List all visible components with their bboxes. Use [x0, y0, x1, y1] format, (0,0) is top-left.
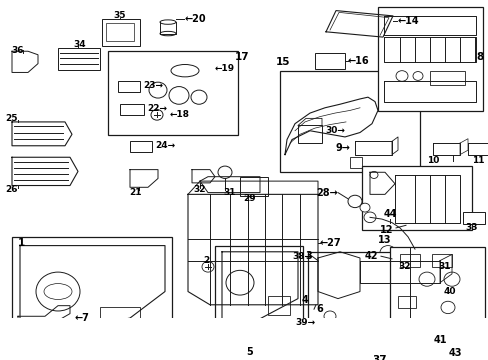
Bar — [307, 252, 457, 358]
Bar — [120, 104, 143, 115]
Text: 11: 11 — [471, 156, 483, 165]
Text: ←19: ←19 — [215, 64, 235, 73]
Text: 37: 37 — [372, 355, 386, 360]
Bar — [314, 53, 345, 69]
Text: 35: 35 — [114, 12, 126, 21]
Circle shape — [242, 333, 258, 347]
Text: 34: 34 — [74, 40, 86, 49]
Bar — [429, 71, 464, 85]
Bar — [102, 19, 140, 46]
Text: 2: 2 — [203, 256, 209, 265]
Text: 25: 25 — [6, 114, 18, 123]
Text: 3: 3 — [305, 251, 311, 261]
Text: 41: 41 — [432, 335, 446, 345]
Text: 13: 13 — [378, 235, 391, 245]
Text: 38→: 38→ — [291, 252, 311, 261]
Circle shape — [151, 109, 163, 120]
Circle shape — [191, 90, 206, 104]
Circle shape — [36, 272, 80, 311]
Text: ←27: ←27 — [319, 238, 341, 248]
Circle shape — [169, 86, 189, 104]
Text: 30→: 30→ — [325, 126, 344, 135]
Bar — [118, 81, 140, 92]
Text: ←18: ←18 — [170, 111, 190, 120]
Text: 28→: 28→ — [316, 188, 337, 198]
Circle shape — [369, 171, 377, 179]
Text: 26: 26 — [6, 185, 18, 194]
Bar — [106, 23, 134, 41]
Circle shape — [202, 261, 214, 272]
Circle shape — [363, 212, 375, 222]
Text: 21: 21 — [128, 188, 141, 197]
Bar — [399, 255, 419, 267]
Text: 31: 31 — [438, 262, 450, 271]
Text: 43: 43 — [447, 348, 461, 358]
Text: ←20: ←20 — [184, 14, 206, 24]
Bar — [431, 255, 451, 267]
Bar — [108, 51, 238, 135]
Bar — [280, 71, 419, 172]
Text: ←14: ←14 — [397, 16, 419, 26]
Text: 12: 12 — [380, 225, 393, 235]
Circle shape — [312, 324, 323, 333]
Bar — [215, 246, 303, 329]
Circle shape — [440, 301, 454, 314]
Circle shape — [218, 166, 231, 179]
Bar — [397, 296, 415, 308]
Text: 39→: 39→ — [294, 318, 314, 327]
Text: 10: 10 — [426, 156, 438, 165]
Circle shape — [359, 203, 369, 212]
Ellipse shape — [44, 284, 72, 300]
Text: ←16: ←16 — [347, 56, 369, 66]
Bar — [12, 237, 172, 341]
Bar — [58, 48, 100, 70]
Text: 17: 17 — [235, 53, 249, 62]
Text: 24→: 24→ — [155, 141, 175, 150]
Bar — [297, 125, 321, 143]
Text: 29: 29 — [243, 194, 256, 203]
Text: 1: 1 — [18, 238, 25, 248]
Circle shape — [324, 311, 335, 321]
Text: ←7: ←7 — [75, 313, 90, 323]
Text: 15: 15 — [275, 57, 290, 67]
Text: 40: 40 — [443, 287, 455, 296]
Bar — [462, 212, 484, 224]
Text: 44: 44 — [383, 209, 396, 219]
Text: 9→: 9→ — [334, 143, 349, 153]
Text: 36: 36 — [12, 46, 24, 55]
Bar — [100, 307, 140, 327]
Bar — [240, 246, 260, 259]
Bar — [130, 141, 152, 152]
Ellipse shape — [171, 64, 199, 77]
Text: 33: 33 — [465, 224, 477, 233]
Text: 23→: 23→ — [142, 81, 163, 90]
Text: 5: 5 — [246, 347, 253, 357]
Circle shape — [418, 272, 434, 286]
Bar — [240, 177, 267, 196]
Circle shape — [412, 72, 422, 80]
Circle shape — [379, 246, 395, 260]
Bar — [389, 247, 484, 336]
Circle shape — [448, 341, 460, 352]
Text: 32: 32 — [193, 185, 206, 194]
Circle shape — [395, 71, 407, 81]
Text: 31: 31 — [224, 188, 236, 197]
Ellipse shape — [160, 20, 176, 24]
Bar — [267, 296, 289, 315]
Ellipse shape — [160, 31, 176, 36]
Bar — [349, 157, 361, 168]
Circle shape — [443, 272, 459, 286]
Circle shape — [342, 323, 352, 331]
Bar — [361, 166, 471, 230]
Circle shape — [149, 82, 167, 98]
Text: 4: 4 — [302, 295, 308, 305]
Text: 32: 32 — [398, 262, 410, 271]
Text: 8: 8 — [476, 53, 483, 62]
Circle shape — [347, 195, 361, 208]
Text: 42: 42 — [364, 251, 377, 261]
Bar — [377, 7, 482, 111]
Text: 6: 6 — [315, 304, 322, 314]
Circle shape — [225, 270, 253, 295]
Text: 22→: 22→ — [147, 104, 167, 113]
